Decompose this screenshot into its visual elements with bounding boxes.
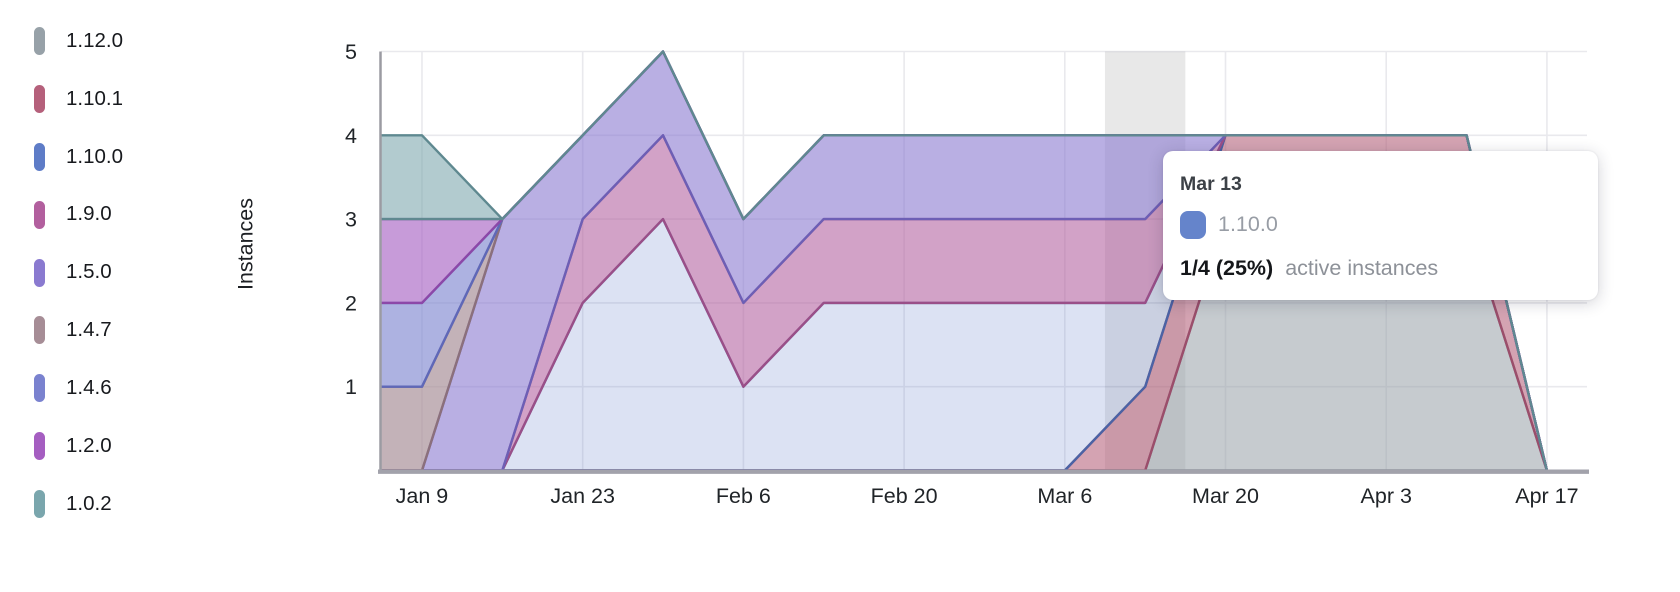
legend-item-1.10.1[interactable]: 1.10.1 [34,84,123,113]
tooltip-series-swatch [1180,210,1206,239]
x-tick-labels: Jan 9 Jan 23 Feb 6 Feb 20 Mar 6 Mar 20 Apr 3 Ap… [396,484,1579,508]
legend-item-1.4.7[interactable]: 1.4.7 [34,316,112,345]
svg-text:Jan 23: Jan 23 [550,484,615,508]
svg-text:5: 5 [345,40,357,64]
legend-item-label: 1.5.0 [66,260,112,284]
svg-text:Apr 3: Apr 3 [1361,484,1412,508]
legend-swatch-icon [34,84,45,113]
svg-text:4: 4 [345,124,357,148]
tooltip-value: 1/4 (25%) [1180,255,1274,280]
tooltip-value-row: 1/4 (25%) active instances [1180,255,1576,280]
y-tick-labels: 1 2 3 4 5 [345,40,357,399]
legend-swatch-icon [34,142,45,171]
legend-item-label: 1.4.7 [66,318,112,342]
svg-text:Apr 17: Apr 17 [1515,484,1578,508]
legend-item-label: 1.0.2 [66,491,112,515]
svg-text:Mar 20: Mar 20 [1192,484,1259,508]
legend: 1.12.0 1.10.1 1.10.0 1.9.0 1.5.0 1.4.7 1.4.6 1.… [0,0,220,592]
legend-item-1.9.0[interactable]: 1.9.0 [34,200,112,229]
svg-text:2: 2 [345,291,357,315]
legend-item-1.4.6[interactable]: 1.4.6 [34,374,112,403]
legend-item-1.12.0[interactable]: 1.12.0 [34,27,123,55]
tooltip-value-suffix: active instances [1285,255,1439,280]
legend-item-1.2.0[interactable]: 1.2.0 [34,432,112,461]
tooltip-date: Mar 13 [1180,173,1242,195]
legend-item-label: 1.10.0 [66,144,123,168]
svg-text:Feb 6: Feb 6 [716,484,771,508]
chart-tooltip: Mar 13 1.10.0 1/4 (25%) active instances [1163,151,1598,300]
legend-swatch-icon [34,490,45,518]
legend-swatch-icon [34,374,45,403]
tooltip-series-row: 1.10.0 [1180,210,1576,239]
y-axis-title: Instances [233,197,258,291]
legend-swatch-icon [34,200,45,229]
svg-text:1: 1 [345,375,357,399]
svg-text:Feb 20: Feb 20 [871,484,938,508]
svg-text:Mar 6: Mar 6 [1037,484,1092,508]
legend-item-label: 1.4.6 [66,376,112,399]
legend-item-label: 1.2.0 [66,433,112,457]
legend-item-label: 1.10.1 [66,86,123,110]
svg-text:Jan 9: Jan 9 [396,484,449,508]
legend-item-label: 1.12.0 [66,28,123,52]
legend-item-1.0.2[interactable]: 1.0.2 [34,490,112,518]
area-series-1.0.2[interactable] [342,50,1549,472]
tooltip-series-label: 1.10.0 [1218,211,1278,236]
legend-swatch-icon [34,316,45,345]
legend-item-1.5.0[interactable]: 1.5.0 [34,258,112,287]
legend-swatch-icon [34,432,45,461]
svg-text:3: 3 [345,208,357,232]
legend-item-1.10.0[interactable]: 1.10.0 [34,142,123,171]
legend-item-label: 1.9.0 [66,202,112,226]
legend-swatch-icon [34,258,45,287]
legend-swatch-icon [34,27,45,55]
